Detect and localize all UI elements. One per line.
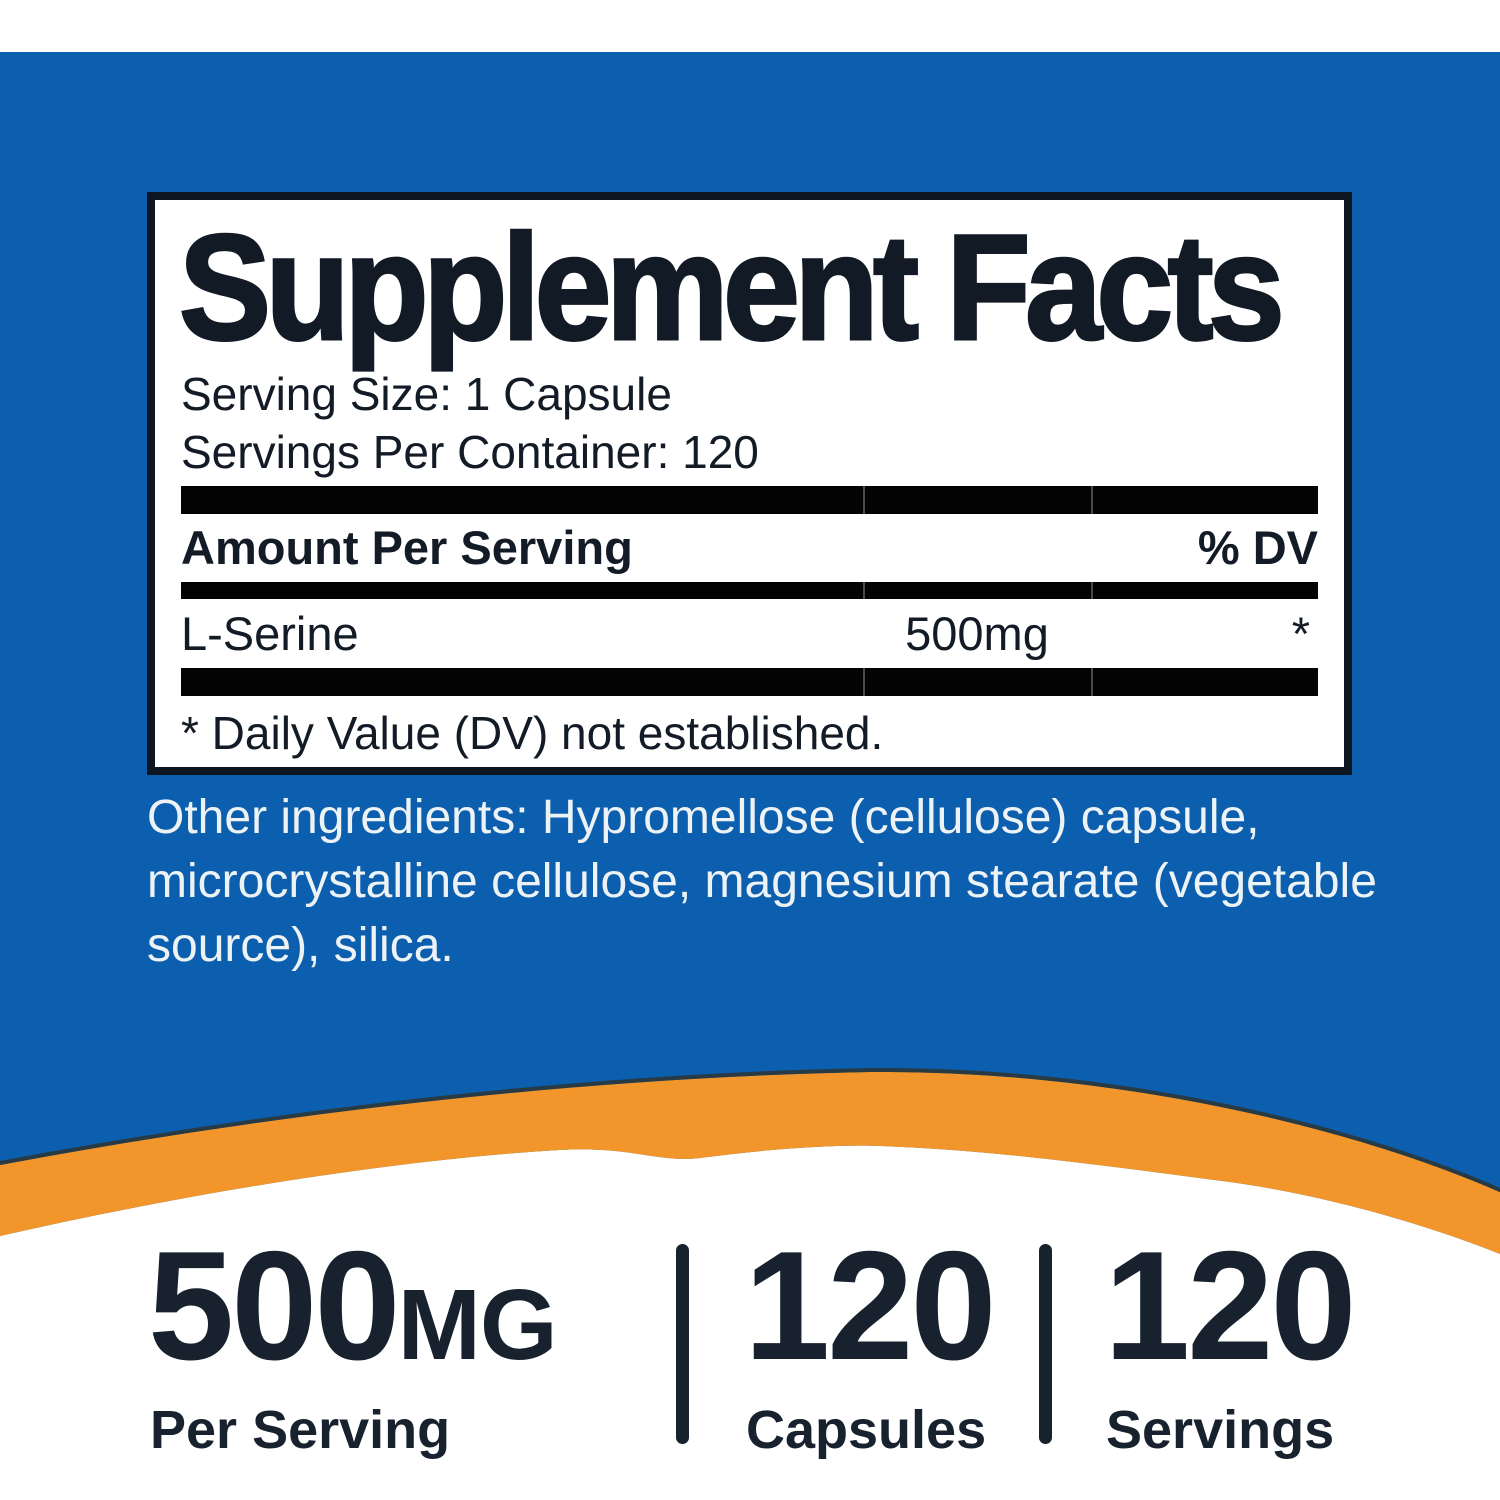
swoosh-dark-edge: [0, 1067, 1500, 1192]
stat-unit-text: MG: [397, 1269, 558, 1381]
separator-bar-thin: [181, 582, 1318, 599]
servings-per-container-line: Servings Per Container: 120: [181, 426, 759, 478]
ingredient-dv-asterisk: *: [1291, 607, 1310, 660]
bar-seam: [863, 582, 865, 599]
orange-brush-swoosh: [0, 1067, 1500, 1300]
supplement-facts-panel: Supplement Facts Serving Size: 1 Capsule…: [147, 192, 1352, 775]
table-row: L-Serine 500mg *: [181, 608, 1318, 660]
ingredient-name: L-Serine: [181, 607, 359, 660]
daily-value-footnote: * Daily Value (DV) not established.: [181, 707, 884, 759]
swoosh-orange-band: [0, 1071, 1500, 1254]
separator-bar-thick-top: [181, 486, 1318, 514]
stat-divider: [676, 1244, 689, 1444]
dv-header: % DV: [1197, 521, 1318, 574]
serving-size-line: Serving Size: 1 Capsule: [181, 368, 672, 420]
swoosh-white-base: [0, 1145, 1500, 1300]
amount-per-serving-header: Amount Per Serving: [181, 521, 633, 574]
other-ingredients-line: source), silica.: [147, 919, 454, 972]
bar-seam: [1091, 582, 1093, 599]
stat-label-servings: Servings: [1106, 1400, 1335, 1460]
bar-seam: [1091, 486, 1093, 514]
table-header-row: Amount Per Serving % DV: [181, 522, 1318, 574]
stat-500mg: 500MG: [148, 1228, 558, 1403]
bar-seam: [863, 668, 865, 696]
bar-seam: [863, 486, 865, 514]
other-ingredients-line: Other ingredients: Hypromellose (cellulo…: [147, 791, 1260, 844]
stat-divider: [1039, 1244, 1052, 1444]
stat-label-per-serving: Per Serving: [150, 1400, 451, 1460]
stat-value-text: 500: [148, 1219, 401, 1392]
ingredient-amount: 500mg: [905, 607, 1049, 660]
other-ingredients-paragraph: Other ingredients: Hypromellose (cellulo…: [147, 786, 1377, 978]
stat-120-servings: 120: [1104, 1219, 1357, 1392]
separator-bar-thick-bottom: [181, 668, 1318, 696]
stat-120-capsules: 120: [744, 1219, 997, 1392]
other-ingredients-line: microcrystalline cellulose, magnesium st…: [147, 855, 1377, 908]
stat-label-capsules: Capsules: [746, 1400, 987, 1460]
bar-seam: [1091, 668, 1093, 696]
panel-title: Supplement Facts: [178, 203, 1287, 371]
